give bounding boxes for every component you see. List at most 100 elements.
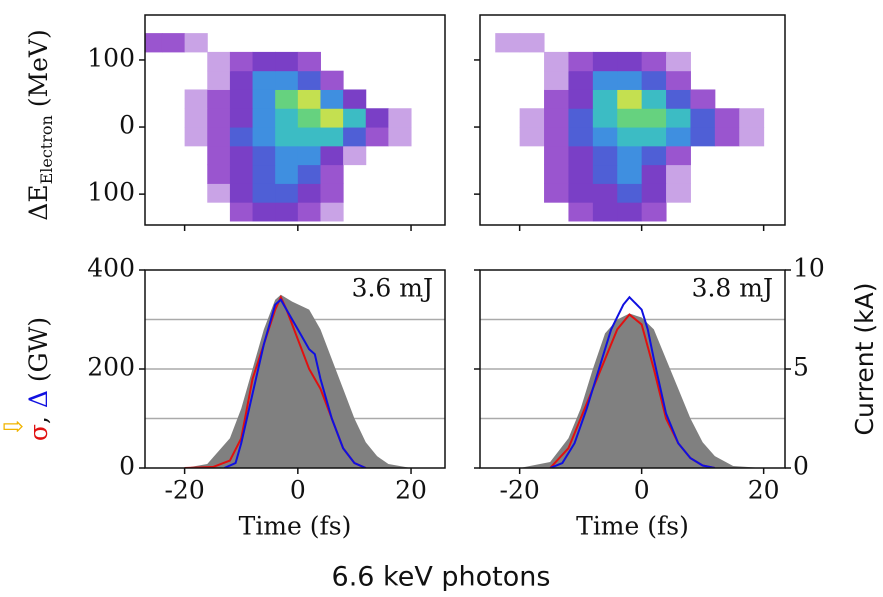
heatmap-cell — [275, 108, 299, 128]
heatmap-cell — [568, 33, 593, 52]
heatmap-cell — [230, 33, 253, 52]
heatmap-cell — [388, 33, 411, 52]
x-tick-label: 0 — [634, 476, 650, 505]
heatmap-cell — [592, 164, 618, 184]
y-tick-label: 0 — [119, 452, 135, 481]
heatmap-cell — [388, 108, 412, 128]
heatmap-cell — [642, 33, 667, 52]
heatmap-cell — [139, 165, 162, 184]
heatmap-cell — [715, 146, 740, 165]
heatmap-cell — [366, 89, 389, 108]
y-tick-label: 400 — [87, 254, 135, 283]
heatmap-cell — [495, 108, 520, 127]
y-axis-label: σ, Δ (GW) — [24, 317, 53, 441]
heatmap-cell — [411, 202, 434, 221]
heatmap-cell — [617, 33, 642, 52]
heatmap-cell — [366, 71, 389, 90]
heatmap-cell — [690, 165, 715, 184]
heatmap-cell — [411, 33, 434, 52]
heatmap-cell — [207, 145, 231, 166]
heatmap-cell — [297, 127, 321, 147]
heatmap-cell — [252, 202, 276, 222]
heatmap-cell — [690, 33, 715, 52]
heatmap-cell — [715, 183, 740, 202]
heatmap-cell — [411, 108, 434, 127]
x-tick-label: 0 — [290, 476, 306, 505]
heatmap-cell — [520, 52, 545, 71]
heatmap-cell — [520, 183, 545, 202]
heatmap-cell — [495, 52, 520, 71]
heatmap-cell — [666, 89, 691, 109]
heatmap-cell — [519, 108, 545, 128]
heatmap-cell — [592, 108, 618, 128]
heatmap-cell — [544, 127, 569, 147]
heatmap-cell — [544, 202, 569, 221]
heatmap-cell — [207, 51, 231, 72]
heatmap-cell — [411, 183, 434, 202]
heatmap-cell — [275, 70, 299, 90]
heatmap-cell — [641, 145, 667, 166]
heatmap-cell — [690, 183, 715, 202]
y-label-part: (GW) — [24, 317, 53, 390]
heatmap-cell — [252, 108, 276, 128]
heatmap-cell — [366, 52, 389, 71]
heatmap-cell — [617, 70, 643, 90]
heatmap-cell — [739, 202, 764, 221]
heatmap-cell — [320, 202, 344, 222]
heatmap-cell — [715, 71, 740, 90]
x-tick-label: 20 — [395, 476, 427, 505]
heatmap-cell — [568, 183, 594, 203]
heatmap-cell — [275, 183, 299, 203]
heatmap-cell — [139, 108, 162, 127]
heatmap-cell — [544, 108, 569, 128]
heatmap-cell — [184, 108, 208, 128]
heatmap-cell — [666, 202, 691, 221]
y-tick-label: 100 — [87, 178, 135, 207]
heatmap-cell — [139, 202, 162, 221]
heatmap-cell — [275, 127, 299, 147]
heatmap-cell — [162, 108, 185, 127]
heatmap-cell — [617, 89, 643, 109]
heatmap-cell — [139, 146, 162, 165]
heatmap-cell — [471, 52, 496, 71]
heatmap-cell — [495, 165, 520, 184]
heatmap-cell — [715, 52, 740, 71]
heatmap-cell — [162, 183, 185, 202]
power-line — [549, 295, 716, 468]
heatmap-cell — [690, 127, 716, 147]
heatmap-cell — [471, 33, 496, 52]
heatmap-cell — [617, 108, 643, 128]
heatmap-cell — [690, 146, 715, 165]
heatmap-cell — [297, 108, 321, 128]
axes-frame — [144, 14, 446, 226]
heatmap-cell — [617, 183, 643, 203]
heatmap-cell — [185, 52, 208, 71]
heatmap-cell — [184, 127, 208, 147]
y-axis-label: ΔEElectron (MeV) — [24, 29, 56, 220]
y2-tick-label: 10 — [793, 254, 825, 283]
heatmap-cell — [162, 127, 185, 146]
y-tick-label: 100 — [87, 43, 135, 72]
heatmap-cell — [715, 33, 740, 52]
heatmap-cell — [229, 89, 254, 109]
heatmap-cell — [739, 52, 764, 71]
heatmap-cell — [544, 89, 569, 109]
heatmap-cell — [519, 33, 545, 53]
heatmap-cell — [343, 183, 366, 202]
axes-frame — [479, 14, 786, 226]
heatmap-cell — [568, 202, 594, 222]
heatmap-cell — [343, 52, 366, 71]
heatmap-cell — [495, 202, 520, 221]
heatmap-cell — [641, 183, 667, 203]
heatmap-cell — [568, 145, 594, 166]
heatmap-cell — [298, 33, 321, 52]
heatmap-cell — [411, 165, 434, 184]
heatmap-cell — [320, 33, 343, 52]
heatmap-cell — [388, 183, 411, 202]
heatmap-cell — [568, 108, 594, 128]
heatmap-cell — [365, 108, 389, 128]
heatmap-cell — [388, 52, 411, 71]
heatmap-cell — [139, 52, 162, 71]
heatmap-cell — [229, 70, 254, 90]
